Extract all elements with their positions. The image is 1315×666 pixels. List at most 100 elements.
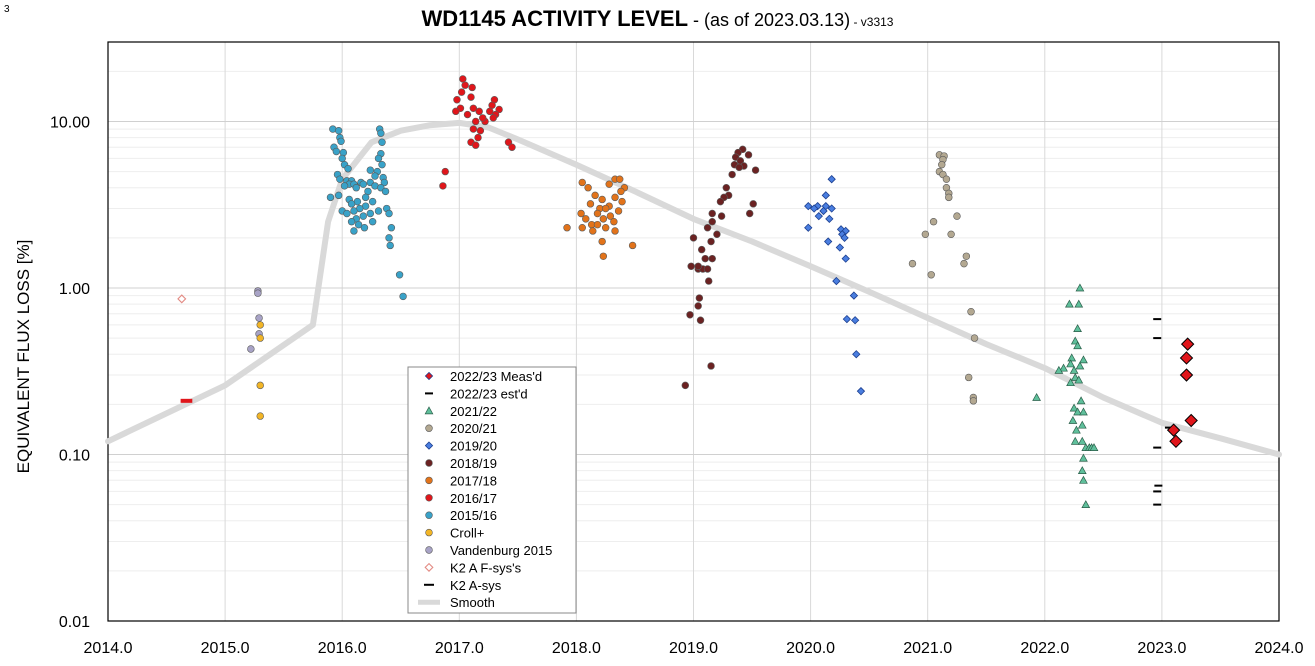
series-2018-19 <box>681 145 760 390</box>
data-point <box>717 212 726 220</box>
data-point <box>716 197 725 206</box>
legend-symbol <box>424 371 434 381</box>
legend-label: Smooth <box>450 595 495 610</box>
data-point <box>377 129 385 137</box>
data-point <box>368 197 377 206</box>
data-point <box>1074 375 1084 384</box>
data-point <box>340 182 349 190</box>
data-point <box>471 141 480 149</box>
data-point <box>687 262 695 270</box>
data-point <box>850 316 860 325</box>
smooth-line <box>105 119 1282 458</box>
data-point <box>852 350 861 359</box>
data-point <box>611 227 619 235</box>
data-point <box>628 241 637 250</box>
data-point <box>701 254 709 263</box>
data-point <box>842 314 852 324</box>
data-point <box>368 218 377 226</box>
x-axis: 2014.0 2015.0 2016.0 2017.0 2018.0 2019.0 2020… <box>84 640 1304 657</box>
data-point <box>804 201 813 211</box>
data-point <box>334 191 343 200</box>
data-point <box>827 204 836 213</box>
data-point <box>374 207 383 215</box>
data-point <box>821 191 830 200</box>
data-point <box>707 237 715 246</box>
data-point <box>354 220 363 229</box>
data-point <box>849 291 859 300</box>
data-point <box>256 412 264 420</box>
data-point <box>1073 407 1082 416</box>
data-point <box>686 311 694 319</box>
data-point <box>489 114 497 122</box>
legend-item: Croll+ <box>425 526 484 541</box>
data-point <box>1184 413 1198 428</box>
data-point <box>611 193 619 202</box>
data-point <box>471 117 480 126</box>
data-point <box>577 209 585 218</box>
data-point <box>749 200 757 208</box>
chart-title: WD1145 ACTIVITY LEVEL - (as of 2023.03.1… <box>0 6 1315 32</box>
legend-item: 2015/16 <box>425 508 497 523</box>
data-point <box>819 206 828 216</box>
data-point <box>751 166 760 174</box>
legend-label: 2016/17 <box>450 491 497 506</box>
legend-symbol <box>425 546 433 554</box>
data-point <box>350 207 358 215</box>
data-point <box>1054 365 1064 374</box>
legend-label: 2017/18 <box>450 473 497 488</box>
data-point <box>1076 396 1086 405</box>
legend-symbol <box>425 459 433 467</box>
corner-label: 3 <box>4 4 10 15</box>
data-point <box>1077 436 1087 445</box>
data-point <box>681 381 690 390</box>
data-point <box>708 254 716 263</box>
data-point <box>385 234 393 242</box>
data-point <box>1032 392 1041 401</box>
data-point <box>589 227 597 235</box>
legend-item: 2018/19 <box>425 456 497 471</box>
legend-item: 2016/17 <box>425 491 497 506</box>
legend-label: K2 A F-sys's <box>450 560 522 575</box>
data-point <box>970 334 979 342</box>
data-point <box>508 143 516 151</box>
data-point <box>469 125 478 133</box>
data-point <box>334 126 343 135</box>
data-point <box>344 165 352 173</box>
data-point <box>1075 283 1085 292</box>
data-point <box>475 107 483 116</box>
data-point <box>708 218 716 226</box>
legend-box <box>407 366 577 614</box>
y-tick-label: 10.00 <box>50 114 90 131</box>
data-point <box>1079 475 1088 484</box>
data-point <box>395 271 404 279</box>
data-point <box>439 182 447 190</box>
data-point <box>705 277 713 285</box>
legend-label: 2020/21 <box>450 421 497 436</box>
data-point <box>809 204 819 213</box>
data-point <box>960 259 968 268</box>
series-2022-23-est-d <box>1153 318 1173 506</box>
x-tick-label: 2015.0 <box>201 640 250 657</box>
data-point <box>695 294 704 302</box>
data-point <box>614 207 623 215</box>
data-point <box>617 187 625 196</box>
legend-item: 2022/23 est'd <box>425 386 528 401</box>
data-point <box>616 175 624 183</box>
data-point <box>601 204 610 213</box>
x-tick-label: 2021.0 <box>903 640 952 657</box>
data-point <box>1068 415 1078 424</box>
data-point <box>371 172 379 180</box>
legend-label: 2021/22 <box>450 404 497 419</box>
data-point <box>1059 363 1068 372</box>
data-point <box>947 230 955 239</box>
data-point <box>380 178 389 187</box>
data-point <box>256 334 264 342</box>
series-2022-23-meas-d <box>1166 337 1198 449</box>
data-point <box>338 154 346 163</box>
data-point <box>1070 436 1080 445</box>
legend: 2022/23 Meas'd 2022/23 est'd 2021/22 2020/2… <box>407 366 577 614</box>
legend-symbol <box>424 406 434 415</box>
y-axis-label: EQUIVALENT FLUX LOSS [%] <box>14 240 33 474</box>
x-tick-label: 2018.0 <box>552 640 601 657</box>
data-point <box>689 234 698 242</box>
